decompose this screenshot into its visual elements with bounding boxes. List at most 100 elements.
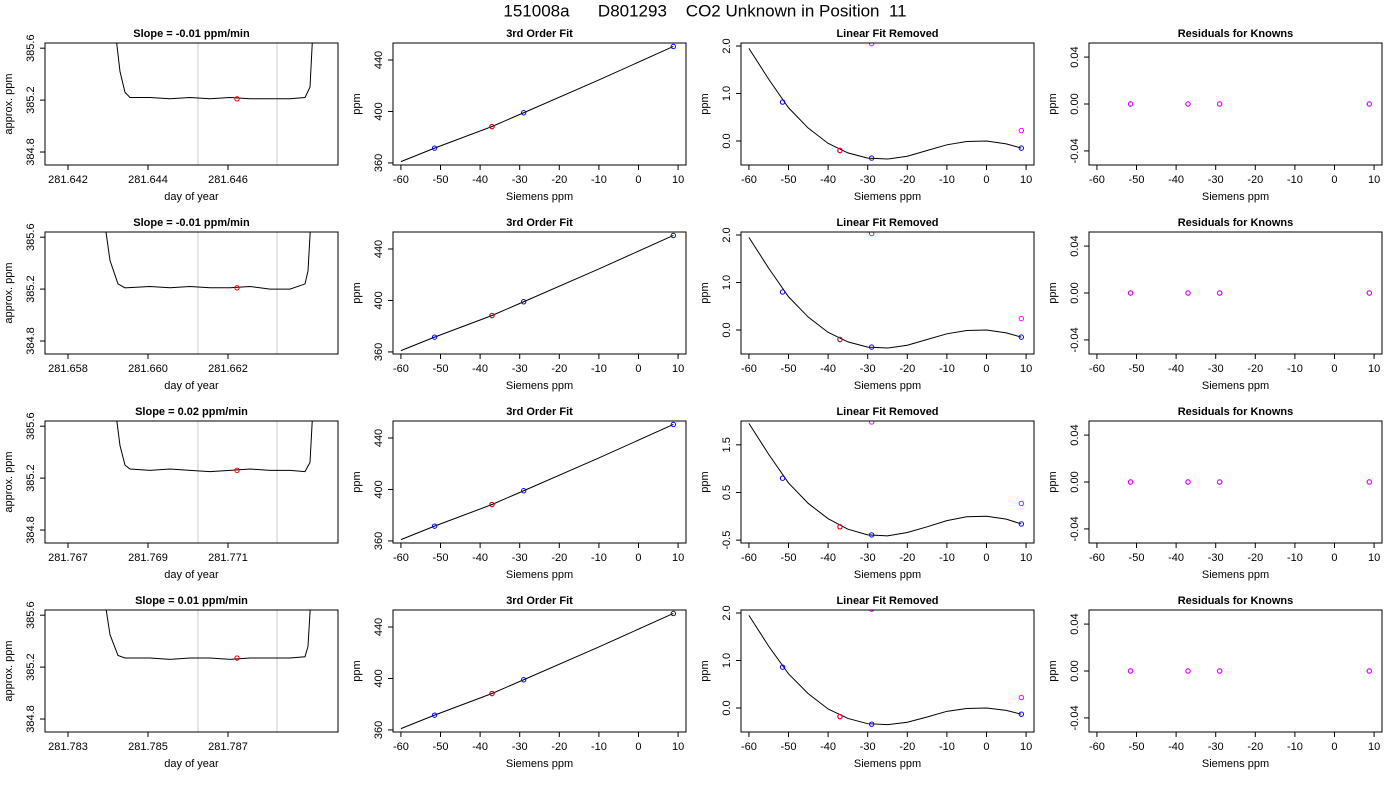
plot-frame bbox=[1088, 42, 1383, 166]
x-tick-label: -30 bbox=[1208, 363, 1224, 375]
point bbox=[1018, 315, 1025, 322]
fit-line bbox=[400, 235, 674, 352]
x-tick-label: 0 bbox=[635, 741, 641, 753]
plot-area bbox=[400, 421, 677, 541]
y-axis-label: ppm bbox=[1047, 471, 1059, 492]
x-tick-label: 10 bbox=[672, 741, 684, 753]
y-axis-label: approx. ppm bbox=[3, 640, 15, 701]
point bbox=[489, 501, 495, 508]
plot-frame bbox=[392, 231, 687, 355]
plot-frame bbox=[44, 609, 339, 733]
y-axis-label: ppm bbox=[351, 471, 363, 492]
point bbox=[431, 523, 438, 529]
x-tick-label: -40 bbox=[472, 174, 488, 186]
x-tick-label: -40 bbox=[820, 552, 836, 564]
x-tick-label: 10 bbox=[1368, 741, 1380, 753]
panel-title: 3rd Order Fit bbox=[506, 406, 573, 418]
x-tick-label: 281.658 bbox=[48, 363, 88, 375]
y-tick-label: -0.04 bbox=[1069, 138, 1081, 163]
y-tick-label: 385.2 bbox=[25, 464, 37, 492]
point bbox=[1185, 479, 1191, 485]
y-axis-label: ppm bbox=[699, 93, 711, 114]
y-tick-label: -0.04 bbox=[1069, 516, 1081, 541]
x-tick-label: -30 bbox=[512, 552, 528, 564]
point bbox=[489, 690, 495, 697]
y-tick-label: 385.6 bbox=[25, 34, 37, 62]
y-tick-label: 0.04 bbox=[1069, 46, 1081, 67]
panel-title: Residuals for Knowns bbox=[1178, 406, 1294, 418]
x-tick-label: -30 bbox=[512, 741, 528, 753]
x-tick-label: -60 bbox=[1089, 174, 1105, 186]
x-tick-label: -20 bbox=[899, 174, 915, 186]
plot-frame bbox=[392, 420, 687, 544]
x-tick-label: -40 bbox=[820, 363, 836, 375]
x-tick-label: -20 bbox=[1247, 741, 1263, 753]
point bbox=[234, 285, 240, 291]
x-tick-label: -50 bbox=[781, 552, 797, 564]
y-axis-label: ppm bbox=[699, 660, 711, 681]
panel-title: Residuals for Knowns bbox=[1178, 217, 1294, 229]
plot-frame bbox=[740, 42, 1035, 166]
point bbox=[868, 421, 875, 425]
y-tick-label: 400 bbox=[373, 102, 385, 120]
fit-line bbox=[105, 232, 311, 290]
y-tick-label: 385.2 bbox=[25, 275, 37, 303]
x-tick-label: 281.787 bbox=[208, 741, 248, 753]
y-tick-label: 385.6 bbox=[25, 601, 37, 629]
x-tick-label: -30 bbox=[860, 174, 876, 186]
y-tick-label: 360 bbox=[373, 721, 385, 739]
fit-line bbox=[400, 46, 674, 163]
point bbox=[520, 110, 527, 116]
x-tick-label: -20 bbox=[551, 552, 567, 564]
point bbox=[1185, 290, 1191, 296]
point bbox=[431, 145, 438, 151]
point bbox=[1366, 479, 1373, 485]
y-axis-label: ppm bbox=[351, 660, 363, 681]
x-tick-label: -50 bbox=[781, 741, 797, 753]
plot-area bbox=[400, 232, 677, 352]
x-tick-label: -60 bbox=[393, 552, 409, 564]
point bbox=[1018, 334, 1025, 340]
x-tick-label: -50 bbox=[781, 363, 797, 375]
x-tick-label: -20 bbox=[551, 174, 567, 186]
point bbox=[670, 43, 677, 50]
point bbox=[520, 677, 527, 683]
point bbox=[1127, 668, 1134, 674]
point bbox=[1018, 145, 1025, 151]
point bbox=[868, 155, 875, 161]
point bbox=[1216, 290, 1223, 296]
x-tick-label: -40 bbox=[820, 174, 836, 186]
x-tick-label: -30 bbox=[1208, 552, 1224, 564]
x-axis-label: day of year bbox=[164, 380, 219, 392]
plot-frame bbox=[740, 609, 1035, 733]
panel-title: Linear Fit Removed bbox=[836, 217, 938, 229]
plot-frame bbox=[44, 420, 339, 544]
plot-area bbox=[1127, 290, 1373, 296]
y-axis-label: ppm bbox=[351, 282, 363, 303]
x-tick-label: -40 bbox=[1168, 363, 1184, 375]
x-tick-label: -40 bbox=[1168, 174, 1184, 186]
panel-title: Linear Fit Removed bbox=[836, 406, 938, 418]
fit-line bbox=[748, 48, 1022, 160]
point bbox=[1185, 668, 1191, 674]
x-tick-label: 0 bbox=[1331, 741, 1337, 753]
x-tick-label: -10 bbox=[591, 174, 607, 186]
panel-title: Residuals for Knowns bbox=[1178, 28, 1294, 40]
point bbox=[1366, 101, 1373, 107]
plot-area bbox=[748, 43, 1025, 161]
figure-title: 151008a D801293 CO2 Unknown in Position … bbox=[503, 1, 906, 20]
fit-line bbox=[400, 424, 674, 541]
x-tick-label: 10 bbox=[1020, 552, 1032, 564]
plot-frame bbox=[1088, 420, 1383, 544]
x-tick-label: 0 bbox=[635, 552, 641, 564]
plot-area bbox=[400, 43, 677, 163]
x-tick-label: -20 bbox=[899, 363, 915, 375]
y-tick-label: 384.8 bbox=[25, 138, 37, 166]
x-tick-label: 10 bbox=[1368, 363, 1380, 375]
point bbox=[1216, 101, 1223, 107]
x-tick-label: 10 bbox=[672, 174, 684, 186]
x-tick-label: 281.662 bbox=[208, 363, 248, 375]
plot-frame bbox=[392, 609, 687, 733]
point bbox=[779, 475, 786, 481]
x-tick-label: -20 bbox=[899, 741, 915, 753]
